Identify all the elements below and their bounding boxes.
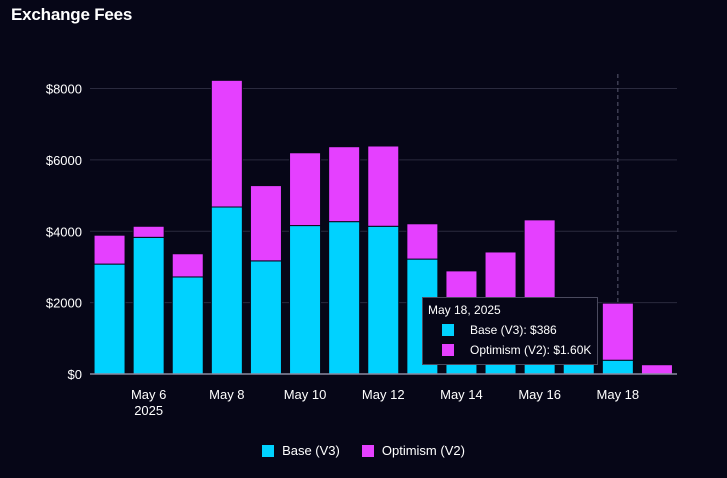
bar-base-may-9 (249, 260, 282, 375)
bar-optimism-may-5 (93, 234, 126, 265)
bar-base-may-10 (289, 225, 322, 375)
bar-base-may-12 (367, 225, 400, 375)
tooltip-value-optimism: Optimism (V2): $1.60K (470, 343, 592, 357)
legend-swatch-optimism (361, 444, 374, 457)
x-tick-sublabel: 2025 (134, 403, 163, 418)
tooltip-row-base: Base (V3): $386 (442, 323, 592, 337)
bar-optimism-may-10 (289, 152, 322, 227)
tooltip-swatch-base (442, 324, 454, 336)
x-tick-label: May 16 (518, 387, 561, 402)
x-tick-label: May 18 (597, 387, 640, 402)
bar-base-may-18 (601, 359, 634, 375)
bar-optimism-may-12 (367, 145, 400, 227)
bar-optimism-may-19 (640, 364, 673, 375)
bar-base-may-8 (210, 206, 243, 375)
chart-title: Exchange Fees (11, 5, 133, 24)
bar-base-may-7 (171, 276, 204, 375)
legend-item-base[interactable]: Base (V3) (262, 443, 340, 458)
y-tick-label: $0 (68, 367, 82, 382)
tooltip-date: May 18, 2025 (428, 303, 501, 317)
bar-optimism-may-13 (406, 223, 439, 260)
tooltip-row-optimism: Optimism (V2): $1.60K (442, 343, 592, 357)
bar-optimism-may-18 (601, 302, 634, 361)
x-tick-label: May 8 (209, 387, 244, 402)
bar-optimism-may-6 (132, 225, 165, 238)
bar-base-may-6 (132, 236, 165, 375)
bar-optimism-may-11 (328, 146, 361, 223)
y-tick-label: $8000 (46, 82, 82, 97)
hover-tooltip: May 18, 2025 Base (V3): $386 Optimism (V… (422, 297, 598, 365)
bar-optimism-may-7 (171, 253, 204, 278)
legend-label-base: Base (V3) (282, 443, 340, 458)
legend-swatch-base (262, 444, 275, 457)
tooltip-swatch-optimism (442, 344, 454, 356)
chart-legend: Base (V3) Optimism (V2) (0, 443, 727, 458)
legend-label-optimism: Optimism (V2) (381, 443, 465, 458)
y-tick-label: $2000 (46, 296, 82, 311)
x-tick-label: May 6 (131, 387, 166, 402)
x-tick-label: May 14 (440, 387, 483, 402)
y-tick-label: $4000 (46, 224, 82, 239)
y-tick-label: $6000 (46, 153, 82, 168)
bar-optimism-may-8 (210, 79, 243, 208)
x-tick-label: May 10 (284, 387, 327, 402)
bar-base-may-11 (328, 221, 361, 375)
bar-optimism-may-9 (249, 185, 282, 262)
legend-item-optimism[interactable]: Optimism (V2) (361, 443, 465, 458)
tooltip-value-base: Base (V3): $386 (470, 323, 557, 337)
bar-base-may-5 (93, 263, 126, 375)
x-tick-label: May 12 (362, 387, 405, 402)
